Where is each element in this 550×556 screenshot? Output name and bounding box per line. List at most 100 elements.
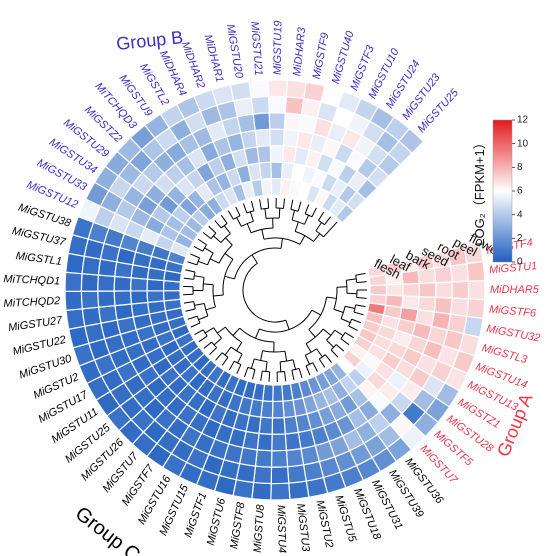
colorbar xyxy=(492,119,513,263)
gene-label: MiGSTU22 xyxy=(11,334,67,358)
heatmap-cell xyxy=(65,252,86,275)
gene-label: MiGSTU32 xyxy=(485,323,541,345)
group-label: Group B xyxy=(115,27,184,54)
heatmap-cell xyxy=(97,290,116,308)
tree-branch xyxy=(326,329,336,341)
tree-branch xyxy=(340,318,351,324)
gene-label: MiGSTU6 xyxy=(205,496,229,547)
tree-branch xyxy=(315,222,322,232)
heatmap-cell xyxy=(80,273,100,292)
tree-branch xyxy=(236,217,242,227)
tree-branch xyxy=(330,349,339,358)
tree-branch xyxy=(220,214,228,224)
heatmap-cell xyxy=(146,290,165,304)
heatmap-cell xyxy=(268,112,286,131)
tree-branch xyxy=(290,199,294,210)
tree-branch xyxy=(340,338,350,346)
tree-branch xyxy=(311,309,321,316)
heatmap-cell xyxy=(250,95,270,115)
heatmap-cell xyxy=(285,79,307,100)
heatmap-cell xyxy=(258,161,273,181)
heatmap-cell xyxy=(98,304,118,324)
heatmap-cell xyxy=(466,298,486,320)
heatmap-cell xyxy=(97,274,116,292)
heatmap-cell xyxy=(385,283,404,297)
tree-branch xyxy=(324,216,332,225)
tree-branch xyxy=(249,211,254,222)
tree-branch xyxy=(268,371,271,382)
gene-label: MiDHAR5 xyxy=(490,284,540,296)
gene-label: MiDHAR3 xyxy=(291,26,308,77)
tree-branch xyxy=(187,315,198,320)
heatmap-cell xyxy=(269,128,286,147)
tree-branch xyxy=(246,210,255,214)
tree-branch xyxy=(278,208,281,219)
tree-branch xyxy=(266,217,280,220)
tree-branch xyxy=(291,210,295,221)
tree-branch xyxy=(322,328,332,336)
tree-branch xyxy=(318,358,326,368)
heatmap-cell xyxy=(270,482,291,501)
heatmap-cell xyxy=(434,281,453,299)
tree-branch xyxy=(247,366,256,370)
tree-branch xyxy=(242,203,248,214)
heatmap-cell xyxy=(418,282,437,298)
tree-branch xyxy=(197,238,207,246)
heatmap-cell xyxy=(113,290,133,307)
heatmap-cell xyxy=(80,290,100,310)
tree-branch xyxy=(233,247,282,280)
tree-branch xyxy=(346,278,357,281)
heatmap-cell xyxy=(271,416,286,435)
tree-branch xyxy=(208,225,217,234)
heatmap-cell xyxy=(285,447,305,468)
tree-branch xyxy=(213,294,224,297)
tree-branch xyxy=(267,198,270,209)
tree-branch xyxy=(311,207,317,218)
tree-branch xyxy=(308,329,316,338)
tree-branch xyxy=(345,305,356,309)
tree-branch xyxy=(202,232,212,240)
tree-branch xyxy=(203,283,214,286)
tree-branch xyxy=(236,342,243,352)
tree-branch xyxy=(241,220,254,227)
heatmap-cell xyxy=(369,284,388,296)
tree-branch xyxy=(291,370,295,381)
heatmap-cell xyxy=(270,177,283,196)
tree-branch xyxy=(233,215,241,220)
tree-branch xyxy=(224,346,232,356)
tree-branch xyxy=(221,352,229,358)
heatmap-cell xyxy=(282,399,297,419)
heatmap-cell xyxy=(271,433,288,452)
tree-branch xyxy=(244,367,249,377)
tree-branch xyxy=(334,329,344,337)
heatmap-cell xyxy=(254,128,271,148)
tree-branch xyxy=(318,220,325,226)
tree-branch xyxy=(279,361,282,372)
tree-branch xyxy=(213,235,222,243)
colorbar-legend: 0 2 4 6 8 10 12 LOG₂（FPKM+1） xyxy=(472,115,529,268)
tree-branch xyxy=(333,308,344,314)
gene-label: MiGSTU2 xyxy=(314,499,336,549)
heatmap-cell xyxy=(334,203,355,224)
heatmap-cell xyxy=(260,178,273,197)
heatmap-cell xyxy=(449,263,470,283)
tree-branch xyxy=(190,253,200,259)
heatmap-cell xyxy=(417,267,437,285)
tree-branch xyxy=(319,354,326,360)
tree-branch xyxy=(225,237,233,246)
tree-branch xyxy=(297,201,302,212)
tree-branch xyxy=(220,223,228,229)
tree-branch xyxy=(294,221,299,232)
tree-branch xyxy=(280,238,283,249)
heatmap-cell xyxy=(81,306,102,327)
gene-label: MiGSTU19 xyxy=(272,21,285,76)
tree-branch xyxy=(283,198,286,209)
tree-branch xyxy=(224,253,234,260)
tree-branch xyxy=(356,281,367,284)
tree-branch xyxy=(209,258,220,264)
tree-branch xyxy=(326,296,337,299)
heatmap-cell xyxy=(433,296,453,315)
tree-branch xyxy=(194,275,205,278)
tree-branch xyxy=(198,335,208,343)
tree-branch xyxy=(292,359,297,370)
